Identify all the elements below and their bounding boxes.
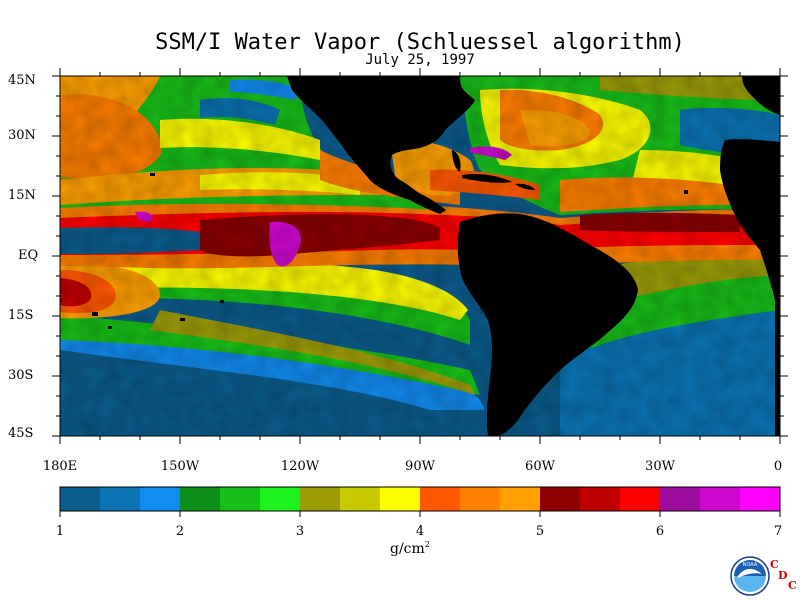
- colorbar-swatch: [140, 487, 181, 511]
- map-title: SSM/I Water Vapor (Schluessel algorithm): [155, 30, 685, 55]
- colorbar-swatch: [660, 487, 701, 511]
- units-exponent: 2: [424, 540, 430, 549]
- colorbar-swatch: [220, 487, 261, 511]
- lat-label-15n: 15N: [8, 188, 36, 203]
- colorbar-swatch: [540, 487, 581, 511]
- lon-label-30w: 30W: [645, 459, 675, 474]
- lon-label-150w: 150W: [160, 459, 200, 474]
- lat-label-45s: 45S: [8, 426, 34, 441]
- lat-label-30n: 30N: [8, 128, 36, 143]
- colorbar-label-1: 1: [55, 524, 65, 539]
- units-text: g/cm: [390, 541, 425, 557]
- colorbar-swatch: [500, 487, 541, 511]
- colorbar-swatch: [380, 487, 421, 511]
- colorbar-swatch: [620, 487, 661, 511]
- lat-label-15s: 15S: [8, 308, 34, 323]
- colorbar: [59, 487, 781, 517]
- colorbar-swatch: [740, 487, 781, 511]
- colorbar-swatch: [100, 487, 141, 511]
- colorbar-label-5: 5: [535, 524, 545, 539]
- colorbar-label-2: 2: [175, 524, 185, 539]
- cdc-letter-c2: C: [788, 579, 797, 592]
- lat-label-eq: EQ: [18, 248, 39, 263]
- lon-label-90w: 90W: [405, 459, 435, 474]
- islands: [92, 173, 688, 329]
- colorbar-swatch: [300, 487, 341, 511]
- colorbar-swatch: [260, 487, 301, 511]
- colorbar-swatch: [60, 487, 101, 511]
- map-date: July 25, 1997: [365, 52, 475, 68]
- cdc-letter-c1: C: [770, 558, 779, 571]
- lon-label-180e: 180E: [42, 459, 78, 474]
- lat-label-30s: 30S: [8, 368, 34, 383]
- colorbar-label-4: 4: [415, 524, 425, 539]
- colorbar-swatch: [180, 487, 221, 511]
- colorbar-swatch: [340, 487, 381, 511]
- colorbar-swatch: [460, 487, 501, 511]
- colorbar-label-6: 6: [655, 524, 665, 539]
- cdc-letter-d: D: [778, 569, 788, 582]
- colorbar-units: g/cm2: [390, 540, 430, 557]
- noaa-logo: NOAA: [730, 556, 770, 596]
- land-masses: [287, 76, 780, 436]
- lat-label-45n: 45N: [8, 73, 36, 88]
- colorbar-frame: [59, 486, 781, 512]
- axis-ticks: [52, 68, 788, 444]
- lon-label-120w: 120W: [280, 459, 320, 474]
- colorbar-swatch: [580, 487, 621, 511]
- lon-label-0: 0: [773, 459, 783, 474]
- colorbar-swatch: [420, 487, 461, 511]
- colorbar-label-7: 7: [773, 524, 783, 539]
- logo-text: NOAA: [743, 562, 758, 568]
- colorbar-label-3: 3: [295, 524, 305, 539]
- lon-label-60w: 60W: [525, 459, 555, 474]
- colorbar-swatch: [700, 487, 741, 511]
